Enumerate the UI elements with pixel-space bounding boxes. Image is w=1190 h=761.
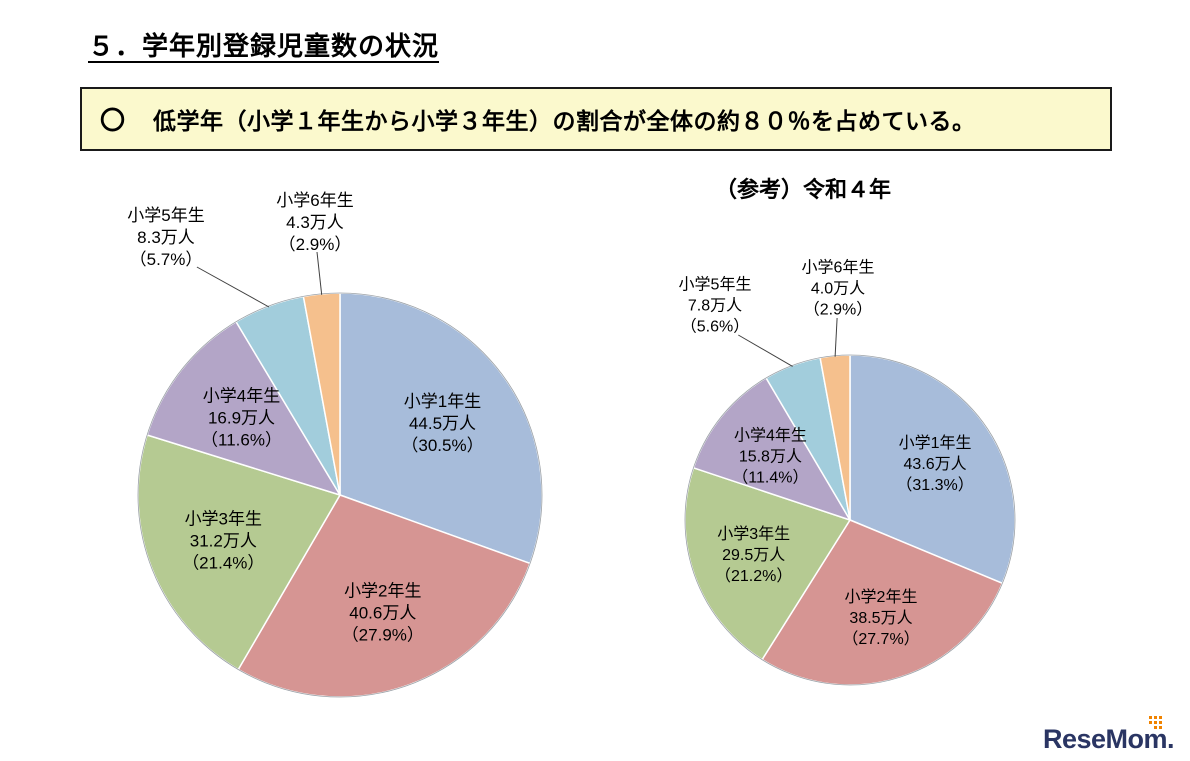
logo-dots-icon [1149, 716, 1152, 719]
pie-label-grade-5: 小学5年生 8.3万人（5.7%） [127, 206, 204, 269]
pie-label-grade-1: 小学1年生 43.6万人（31.3%） [896, 434, 973, 494]
pie-chart-reiwa4: 小学1年生 43.6万人（31.3%） 小学2年生 38.5万人（27.7%） 小学3年… [679, 259, 1016, 686]
label-leader-line [196, 266, 270, 308]
pie-chart-current-year: 小学1年生 44.5万人（30.5%） 小学2年生 40.6万人（27.9%） 小学3年… [127, 191, 543, 698]
label-leader-line [834, 317, 838, 357]
pie-label-grade-2: 小学2年生 38.5万人（27.7%） [842, 588, 919, 648]
pie-outline [137, 292, 543, 698]
resemom-logo-text: ReseMom. [1042, 724, 1175, 754]
pie-label-grade-2: 小学2年生 40.6万人（27.9%） [342, 582, 424, 645]
pie-label-grade-1: 小学1年生 44.5万人（30.5%） [401, 392, 483, 455]
pie-label-grade-6: 小学6年生 4.3万人（2.9%） [276, 191, 353, 254]
pie-label-grade-3: 小学3年生 29.5万人（21.2%） [715, 525, 792, 585]
label-leader-line [316, 251, 323, 295]
pie-label-grade-3: 小学3年生 31.2万人（21.4%） [182, 509, 264, 572]
reference-chart-title: （参考）令和４年 [714, 177, 891, 202]
label-leader-line [738, 334, 793, 367]
pie-label-grade-5: 小学5年生 7.8万人（5.6%） [679, 276, 752, 336]
pie-label-grade-4: 小学4年生 16.9万人（11.6%） [201, 387, 282, 450]
pie-label-grade-4: 小学4年生 15.8万人（11.4%） [732, 426, 808, 486]
highlight-note-box: 〇 低学年（小学１年生から小学３年生）の割合が全体の約８０％を占めている。 [80, 87, 1112, 151]
pie-outline [684, 354, 1016, 686]
note-text: 低学年（小学１年生から小学３年生）の割合が全体の約８０％を占めている。 [153, 108, 976, 134]
note-bullet: 〇 [100, 107, 126, 135]
page-title: ５．学年別登録児童数の状況 [88, 31, 440, 61]
resemom-logo: ReseMom. [1042, 716, 1175, 755]
pie-label-grade-6: 小学6年生 4.0万人（2.9%） [802, 259, 875, 319]
